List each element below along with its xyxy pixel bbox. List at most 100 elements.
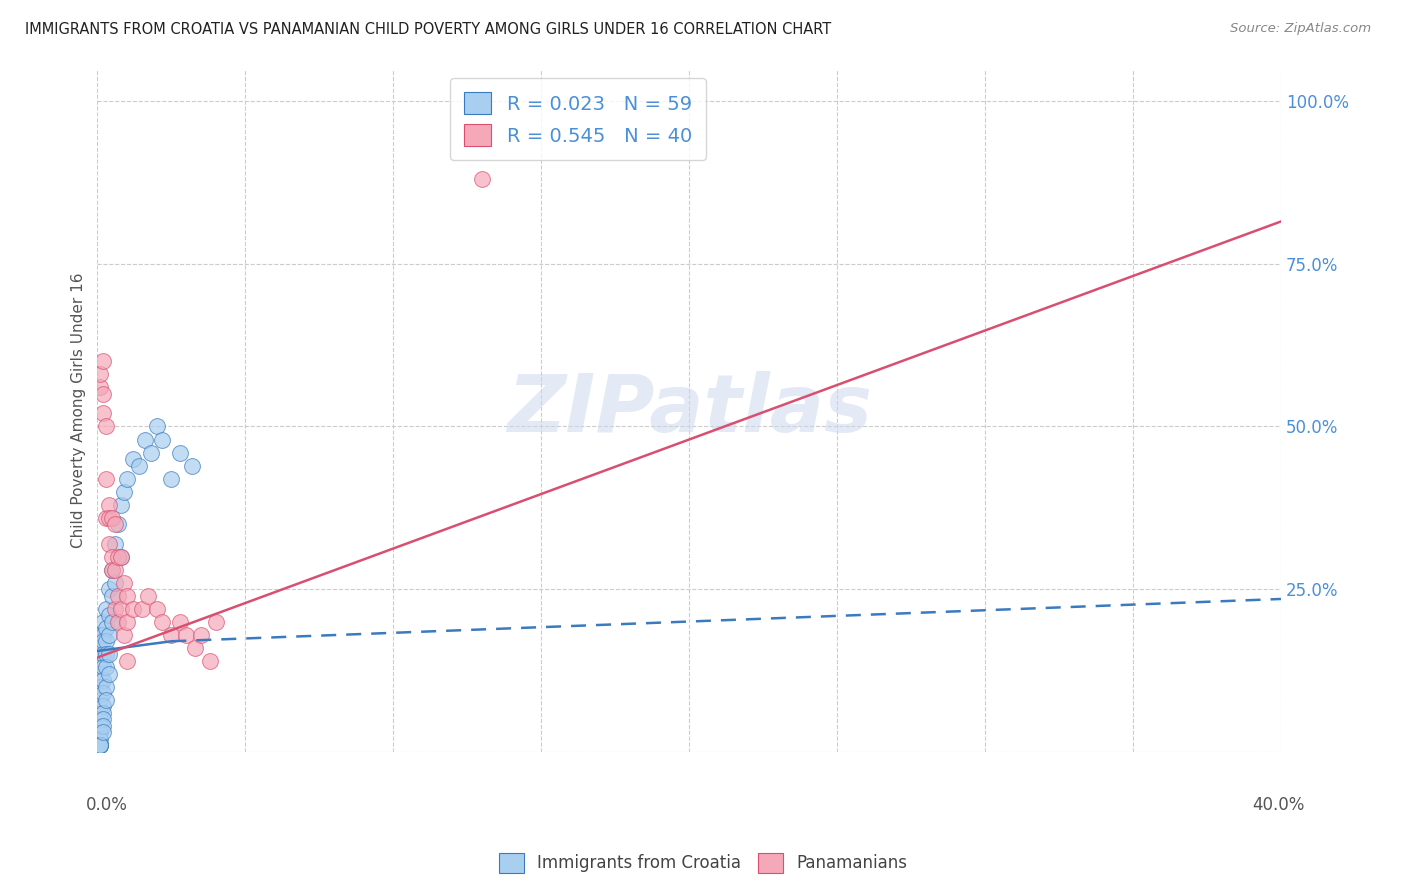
- Point: [89, 739, 111, 753]
- Point: [184, 640, 207, 655]
- Point: [89, 712, 111, 726]
- Point: [89, 693, 111, 707]
- Point: [96, 601, 118, 615]
- Point: [107, 549, 129, 564]
- Point: [198, 654, 221, 668]
- Point: [471, 172, 494, 186]
- Point: [115, 615, 138, 629]
- Point: [91, 387, 114, 401]
- Point: [91, 648, 114, 662]
- Point: [96, 680, 118, 694]
- Point: [107, 517, 129, 532]
- Point: [96, 419, 118, 434]
- Point: [181, 458, 204, 473]
- Point: [91, 686, 114, 700]
- Point: [145, 419, 167, 434]
- Point: [96, 693, 118, 707]
- Point: [115, 471, 138, 485]
- Point: [91, 660, 114, 674]
- Point: [204, 615, 226, 629]
- Point: [134, 433, 156, 447]
- Point: [89, 640, 111, 655]
- Point: [91, 673, 114, 688]
- Legend: R = 0.023   N = 59, R = 0.545   N = 40: R = 0.023 N = 59, R = 0.545 N = 40: [450, 78, 706, 160]
- Y-axis label: Child Poverty Among Girls Under 16: Child Poverty Among Girls Under 16: [72, 272, 86, 548]
- Point: [136, 589, 159, 603]
- Point: [91, 634, 114, 648]
- Point: [110, 601, 132, 615]
- Point: [98, 666, 121, 681]
- Point: [101, 563, 124, 577]
- Point: [98, 498, 121, 512]
- Point: [115, 589, 138, 603]
- Point: [96, 648, 118, 662]
- Point: [145, 601, 167, 615]
- Point: [89, 725, 111, 739]
- Point: [89, 380, 111, 394]
- Point: [89, 719, 111, 733]
- Point: [91, 615, 114, 629]
- Point: [160, 628, 183, 642]
- Point: [91, 407, 114, 421]
- Point: [89, 654, 111, 668]
- Point: [89, 706, 111, 720]
- Point: [96, 621, 118, 635]
- Point: [89, 666, 111, 681]
- Point: [98, 608, 121, 623]
- Point: [128, 458, 150, 473]
- Point: [101, 589, 124, 603]
- Point: [91, 719, 114, 733]
- Point: [96, 660, 118, 674]
- Text: IMMIGRANTS FROM CROATIA VS PANAMANIAN CHILD POVERTY AMONG GIRLS UNDER 16 CORRELA: IMMIGRANTS FROM CROATIA VS PANAMANIAN CH…: [25, 22, 831, 37]
- Point: [101, 615, 124, 629]
- Point: [91, 712, 114, 726]
- Point: [91, 628, 114, 642]
- Point: [121, 601, 143, 615]
- Point: [104, 517, 127, 532]
- Point: [169, 615, 191, 629]
- Point: [110, 549, 132, 564]
- Point: [131, 601, 153, 615]
- Point: [110, 498, 132, 512]
- Point: [139, 445, 162, 459]
- Point: [91, 725, 114, 739]
- Legend: Immigrants from Croatia, Panamanians: Immigrants from Croatia, Panamanians: [492, 847, 914, 880]
- Point: [96, 634, 118, 648]
- Point: [121, 452, 143, 467]
- Point: [160, 471, 183, 485]
- Point: [169, 445, 191, 459]
- Point: [91, 699, 114, 714]
- Point: [89, 628, 111, 642]
- Point: [190, 628, 212, 642]
- Point: [104, 601, 127, 615]
- Point: [104, 563, 127, 577]
- Point: [104, 536, 127, 550]
- Point: [96, 510, 118, 524]
- Point: [98, 536, 121, 550]
- Point: [152, 433, 174, 447]
- Point: [112, 628, 135, 642]
- Text: ZIPatlas: ZIPatlas: [506, 371, 872, 450]
- Point: [101, 563, 124, 577]
- Point: [112, 484, 135, 499]
- Point: [107, 615, 129, 629]
- Point: [98, 628, 121, 642]
- Point: [89, 368, 111, 382]
- Point: [98, 582, 121, 597]
- Point: [112, 575, 135, 590]
- Text: 0.0%: 0.0%: [86, 797, 128, 814]
- Point: [101, 510, 124, 524]
- Text: Source: ZipAtlas.com: Source: ZipAtlas.com: [1230, 22, 1371, 36]
- Point: [89, 731, 111, 746]
- Point: [110, 549, 132, 564]
- Point: [91, 354, 114, 368]
- Text: 40.0%: 40.0%: [1253, 797, 1305, 814]
- Point: [89, 739, 111, 753]
- Point: [89, 739, 111, 753]
- Point: [152, 615, 174, 629]
- Point: [107, 589, 129, 603]
- Point: [96, 471, 118, 485]
- Point: [115, 654, 138, 668]
- Point: [174, 628, 197, 642]
- Point: [98, 648, 121, 662]
